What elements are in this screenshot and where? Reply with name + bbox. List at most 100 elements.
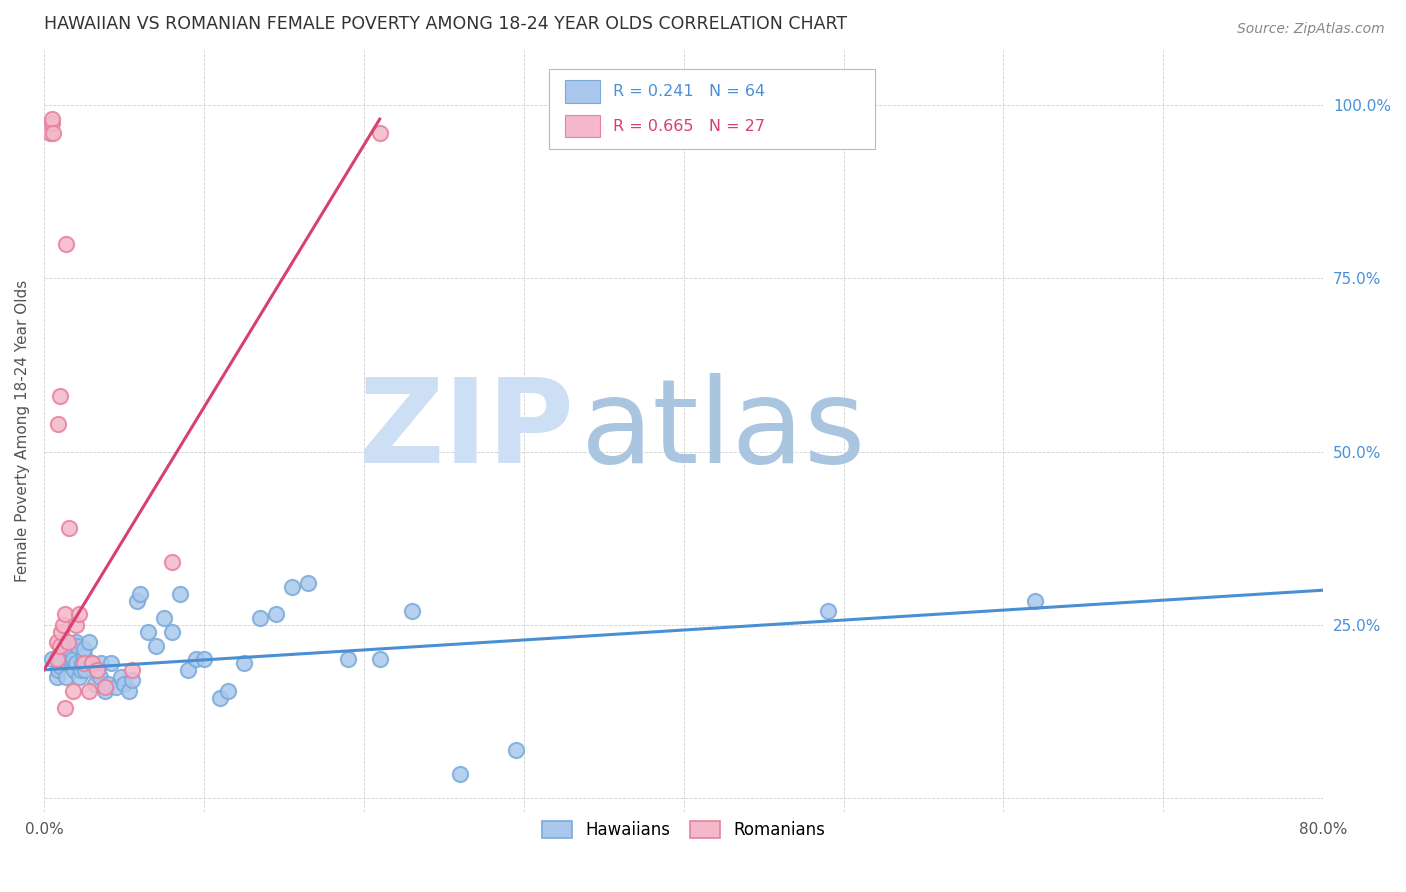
Point: [77, 635, 100, 649]
Point: [368, 126, 391, 140]
Point: [58, 521, 80, 535]
Point: [52, 646, 75, 660]
Point: [49, 656, 72, 670]
Point: [69, 663, 91, 677]
Point: [217, 683, 239, 698]
Point: [817, 604, 839, 618]
Point: [128, 587, 150, 601]
Point: [73, 656, 96, 670]
Point: [58, 652, 80, 666]
Point: [62, 659, 84, 673]
Point: [65, 635, 87, 649]
Point: [67, 607, 90, 622]
Point: [51, 624, 73, 639]
Point: [63, 663, 86, 677]
Point: [232, 656, 254, 670]
Point: [46, 663, 69, 677]
Y-axis label: Female Poverty Among 18-24 Year Olds: Female Poverty Among 18-24 Year Olds: [15, 280, 30, 582]
Point: [281, 580, 304, 594]
Point: [45, 635, 67, 649]
Point: [41, 652, 63, 666]
Point: [86, 663, 108, 677]
Point: [208, 690, 231, 705]
Point: [104, 680, 127, 694]
Point: [67, 670, 90, 684]
Point: [73, 648, 96, 663]
Point: [160, 624, 183, 639]
FancyBboxPatch shape: [565, 114, 600, 137]
Point: [75, 663, 97, 677]
Text: R = 0.241   N = 64: R = 0.241 N = 64: [613, 84, 765, 99]
Point: [45, 670, 67, 684]
Point: [184, 652, 207, 666]
Point: [80, 656, 103, 670]
Point: [336, 652, 359, 666]
Point: [60, 656, 83, 670]
Point: [368, 652, 391, 666]
Text: ZIP: ZIP: [359, 374, 575, 488]
Point: [153, 611, 176, 625]
Legend: Hawaiians, Romanians: Hawaiians, Romanians: [536, 814, 832, 846]
FancyBboxPatch shape: [565, 80, 600, 103]
Point: [249, 611, 271, 625]
Point: [86, 663, 108, 677]
Point: [55, 670, 77, 684]
Point: [110, 670, 132, 684]
Point: [56, 635, 79, 649]
Text: HAWAIIAN VS ROMANIAN FEMALE POVERTY AMONG 18-24 YEAR OLDS CORRELATION CHART: HAWAIIAN VS ROMANIAN FEMALE POVERTY AMON…: [44, 15, 846, 33]
Point: [193, 652, 215, 666]
Point: [264, 607, 287, 622]
Point: [45, 652, 67, 666]
Point: [1024, 593, 1046, 607]
Point: [93, 683, 115, 698]
Point: [39, 126, 62, 140]
Point: [51, 652, 73, 666]
Point: [72, 656, 94, 670]
Point: [46, 417, 69, 431]
Point: [53, 639, 76, 653]
Point: [62, 652, 84, 666]
Point: [177, 663, 200, 677]
Text: atlas: atlas: [581, 374, 866, 488]
FancyBboxPatch shape: [550, 69, 876, 149]
Point: [125, 593, 148, 607]
Point: [136, 624, 159, 639]
Point: [112, 676, 135, 690]
Point: [89, 670, 111, 684]
Point: [160, 556, 183, 570]
Point: [73, 642, 96, 657]
Point: [297, 576, 319, 591]
Point: [53, 607, 76, 622]
Text: Source: ZipAtlas.com: Source: ZipAtlas.com: [1237, 22, 1385, 37]
Point: [121, 663, 143, 677]
Point: [65, 617, 87, 632]
Point: [41, 112, 63, 127]
Point: [41, 115, 63, 129]
Point: [77, 683, 100, 698]
Point: [49, 659, 72, 673]
Point: [52, 617, 75, 632]
Point: [145, 639, 167, 653]
Point: [169, 587, 191, 601]
Point: [97, 676, 120, 690]
Point: [62, 683, 84, 698]
Point: [80, 656, 103, 670]
Point: [117, 683, 139, 698]
Point: [66, 639, 89, 653]
Point: [121, 673, 143, 688]
Point: [56, 646, 79, 660]
Point: [90, 656, 112, 670]
Point: [49, 639, 72, 653]
Point: [42, 126, 65, 140]
Point: [100, 656, 122, 670]
Text: R = 0.665   N = 27: R = 0.665 N = 27: [613, 119, 765, 134]
Point: [58, 642, 80, 657]
Point: [93, 680, 115, 694]
Point: [49, 389, 72, 403]
Point: [53, 701, 76, 715]
Point: [65, 656, 87, 670]
Point: [401, 604, 423, 618]
Point: [505, 742, 527, 756]
Point: [56, 656, 79, 670]
Point: [84, 676, 107, 690]
